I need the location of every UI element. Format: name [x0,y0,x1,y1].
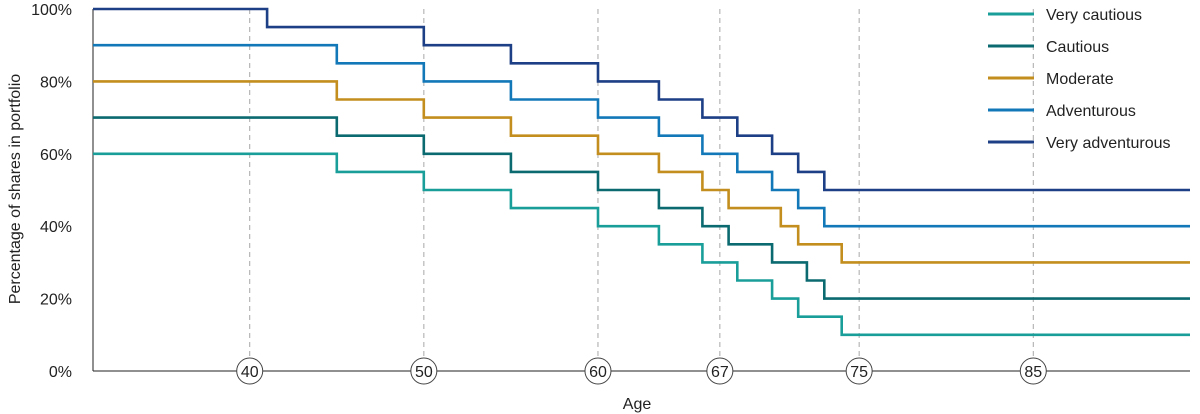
legend-label: Moderate [1046,71,1114,88]
y-tick-label: 100% [31,2,72,19]
y-tick-label: 40% [40,219,72,236]
x-tick-60: 60 [584,357,612,385]
legend-item: Very cautious [988,7,1142,24]
x-tick-circle [1019,357,1047,385]
x-tick-label: 85 [1024,364,1042,381]
x-tick-label: 75 [850,364,868,381]
x-tick-circle [236,357,264,385]
y-tick-labels: 0% 20% 40% 60% 80% 100% [31,2,72,381]
x-tick-labels: 40 50 60 67 75 85 [236,357,1047,385]
x-tick-label: 67 [711,364,729,381]
x-tick-85: 85 [1019,357,1047,385]
series-line-very-adventurous [93,7,1190,192]
series-line-very-cautious [93,152,1190,337]
y-axis-label: Percentage of shares in portfolio [7,74,24,304]
axes [92,9,1190,372]
legend-item: Adventurous [988,103,1136,120]
legend: Very cautious Cautious Moderate Adventurous… [988,7,1171,152]
y-tick-label: 80% [40,74,72,91]
series-line-moderate [93,80,1190,264]
series-line-adventurous [93,43,1190,228]
legend-label: Very cautious [1046,7,1142,24]
legend-label: Very adventurous [1046,135,1171,152]
x-tick-circle [706,357,734,385]
legend-label: Adventurous [1046,103,1136,120]
legend-item: Very adventurous [988,135,1171,152]
x-tick-circle [410,357,438,385]
y-tick-label: 0% [49,364,72,381]
legend-label: Cautious [1046,39,1109,56]
x-tick-40: 40 [236,357,264,385]
x-axis-label: Age [623,396,652,413]
x-tick-50: 50 [410,357,438,385]
y-tick-label: 20% [40,292,72,309]
x-tick-67: 67 [706,357,734,385]
y-tick-label: 60% [40,147,72,164]
x-tick-label: 40 [241,364,259,381]
x-tick-label: 60 [589,364,607,381]
x-tick-circle [845,357,873,385]
x-tick-label: 50 [415,364,433,381]
series-group [93,7,1190,337]
x-tick-75: 75 [845,357,873,385]
series-line-cautious [93,116,1190,300]
legend-item: Moderate [988,71,1114,88]
legend-item: Cautious [988,39,1109,56]
x-tick-circle [584,357,612,385]
